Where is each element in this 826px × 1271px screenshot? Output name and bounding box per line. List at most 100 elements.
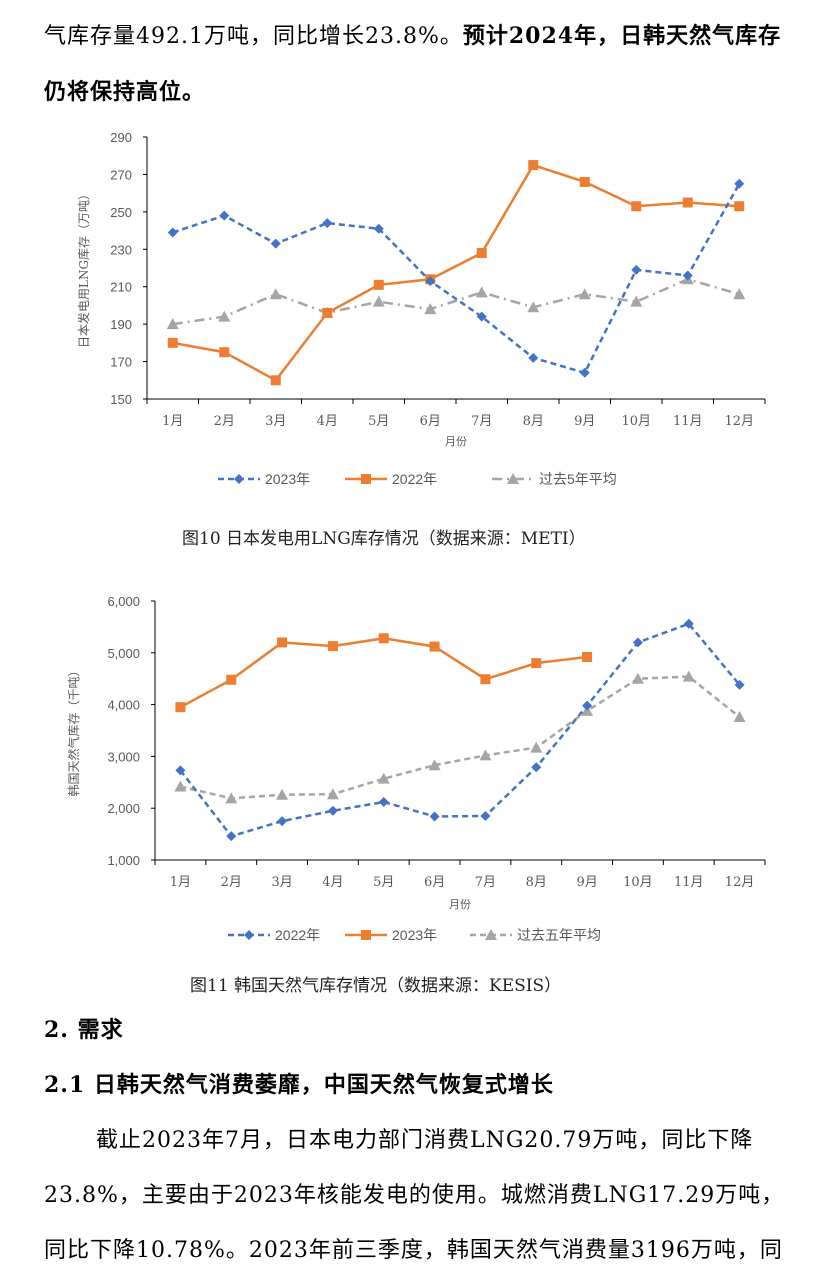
data-point	[277, 637, 288, 648]
x-tick-label: 11月	[673, 414, 703, 429]
data-point	[322, 218, 333, 229]
data-point	[226, 831, 237, 842]
intro-line-2: 仍将保持高位。	[44, 79, 206, 105]
data-point	[579, 367, 590, 378]
x-tick-label: 7月	[471, 414, 492, 429]
data-point	[425, 276, 436, 287]
data-point	[528, 160, 539, 171]
data-point	[682, 197, 693, 208]
y-tick-label: 3,000	[107, 749, 140, 764]
data-point	[479, 749, 492, 761]
data-point	[733, 288, 746, 300]
data-point	[632, 637, 643, 648]
series-line	[172, 163, 740, 382]
data-point	[277, 816, 288, 827]
data-point	[429, 641, 440, 652]
legend-marker	[244, 930, 254, 940]
x-tick-label: 2月	[221, 875, 242, 890]
data-point	[322, 307, 333, 318]
x-tick-label: 4月	[322, 875, 343, 890]
y-tick-label: 190	[110, 317, 132, 332]
figure-10-caption: 图10 日本发电用LNG库存情况（数据来源：METI）	[182, 529, 586, 549]
legend-label: 2023年	[392, 927, 437, 943]
y-tick-label: 4,000	[107, 698, 140, 713]
legend-marker	[361, 474, 371, 484]
data-point	[219, 347, 230, 358]
data-point	[582, 700, 593, 711]
x-tick-label: 12月	[724, 414, 754, 429]
series-line	[172, 277, 740, 326]
y-tick-label: 230	[110, 242, 132, 257]
data-point	[270, 238, 281, 249]
x-axis-label: 月份	[449, 898, 471, 911]
y-tick-label: 170	[110, 355, 132, 370]
x-tick-label: 9月	[574, 414, 595, 429]
data-point	[734, 679, 745, 690]
legend-marker	[507, 473, 519, 484]
data-point	[631, 264, 642, 275]
data-point	[326, 788, 339, 800]
y-tick-label: 290	[110, 130, 132, 145]
data-point	[428, 759, 441, 771]
data-point	[476, 248, 487, 259]
data-point	[734, 178, 745, 189]
y-tick-label: 270	[110, 167, 132, 182]
x-tick-label: 2月	[214, 414, 235, 429]
data-point	[377, 772, 390, 784]
y-tick-label: 150	[110, 392, 132, 407]
figure-11-caption: 图11 韩国天然气库存情况（数据来源：KESIS）	[190, 976, 562, 996]
data-point	[219, 210, 230, 221]
data-point	[174, 780, 187, 792]
y-axis-label: 韩国天然气库存（千吨）	[66, 664, 81, 796]
data-point	[527, 301, 540, 313]
chart-japan-lng-inventory: 150 170 190 210 230 250 270 290 1月 2月 3月 4月 5月 6月 7月 8月…	[76, 130, 766, 487]
y-axis-label: 日本发电用LNG库存（万吨）	[76, 188, 91, 348]
data-point	[429, 811, 440, 822]
data-point	[166, 318, 179, 330]
data-point	[175, 702, 186, 713]
data-point	[372, 295, 385, 307]
data-point	[270, 375, 281, 386]
intro-forecast-text: 预计2024年，日韩天然气库存	[462, 23, 782, 49]
data-point	[480, 810, 491, 821]
x-tick-label: 7月	[475, 875, 496, 890]
data-point	[276, 788, 289, 800]
data-point	[475, 286, 488, 298]
legend-label: 2022年	[392, 471, 437, 487]
y-tick-label: 2,000	[107, 801, 140, 816]
legend-marker	[234, 474, 244, 484]
legend-label: 过去5年平均	[539, 471, 617, 487]
x-tick-label: 5月	[368, 414, 389, 429]
y-tick-label: 210	[110, 280, 132, 295]
legend-label: 2022年	[275, 927, 320, 943]
data-point	[683, 618, 694, 629]
data-point	[531, 762, 542, 773]
data-point	[167, 337, 178, 348]
data-point	[734, 201, 745, 212]
data-point	[218, 310, 231, 322]
series-line	[180, 675, 741, 800]
x-tick-label: 11月	[674, 875, 704, 890]
data-point	[424, 303, 437, 315]
x-tick-label: 8月	[523, 414, 544, 429]
x-tick-label: 3月	[271, 875, 292, 890]
data-point	[378, 796, 389, 807]
data-point	[582, 651, 593, 662]
data-point	[578, 288, 591, 300]
x-tick-label: 10月	[621, 414, 651, 429]
section-heading: 2. 需求	[44, 1017, 124, 1043]
x-tick-label: 12月	[725, 875, 755, 890]
y-tick-label: 250	[110, 205, 132, 220]
paragraph-line-3: 同比下降10.78%。2023年前三季度，韩国天然气消费量3196万吨，同	[44, 1238, 783, 1263]
data-point	[269, 288, 282, 300]
x-tick-label: 5月	[373, 875, 394, 890]
y-tick-label: 6,000	[107, 594, 140, 609]
data-point	[530, 741, 543, 753]
data-point	[630, 295, 643, 307]
x-tick-label: 8月	[526, 875, 547, 890]
x-tick-label: 1月	[170, 875, 191, 890]
legend-label: 2023年	[265, 471, 310, 487]
data-point	[167, 227, 178, 238]
data-point	[226, 674, 237, 685]
x-tick-label: 1月	[162, 414, 183, 429]
